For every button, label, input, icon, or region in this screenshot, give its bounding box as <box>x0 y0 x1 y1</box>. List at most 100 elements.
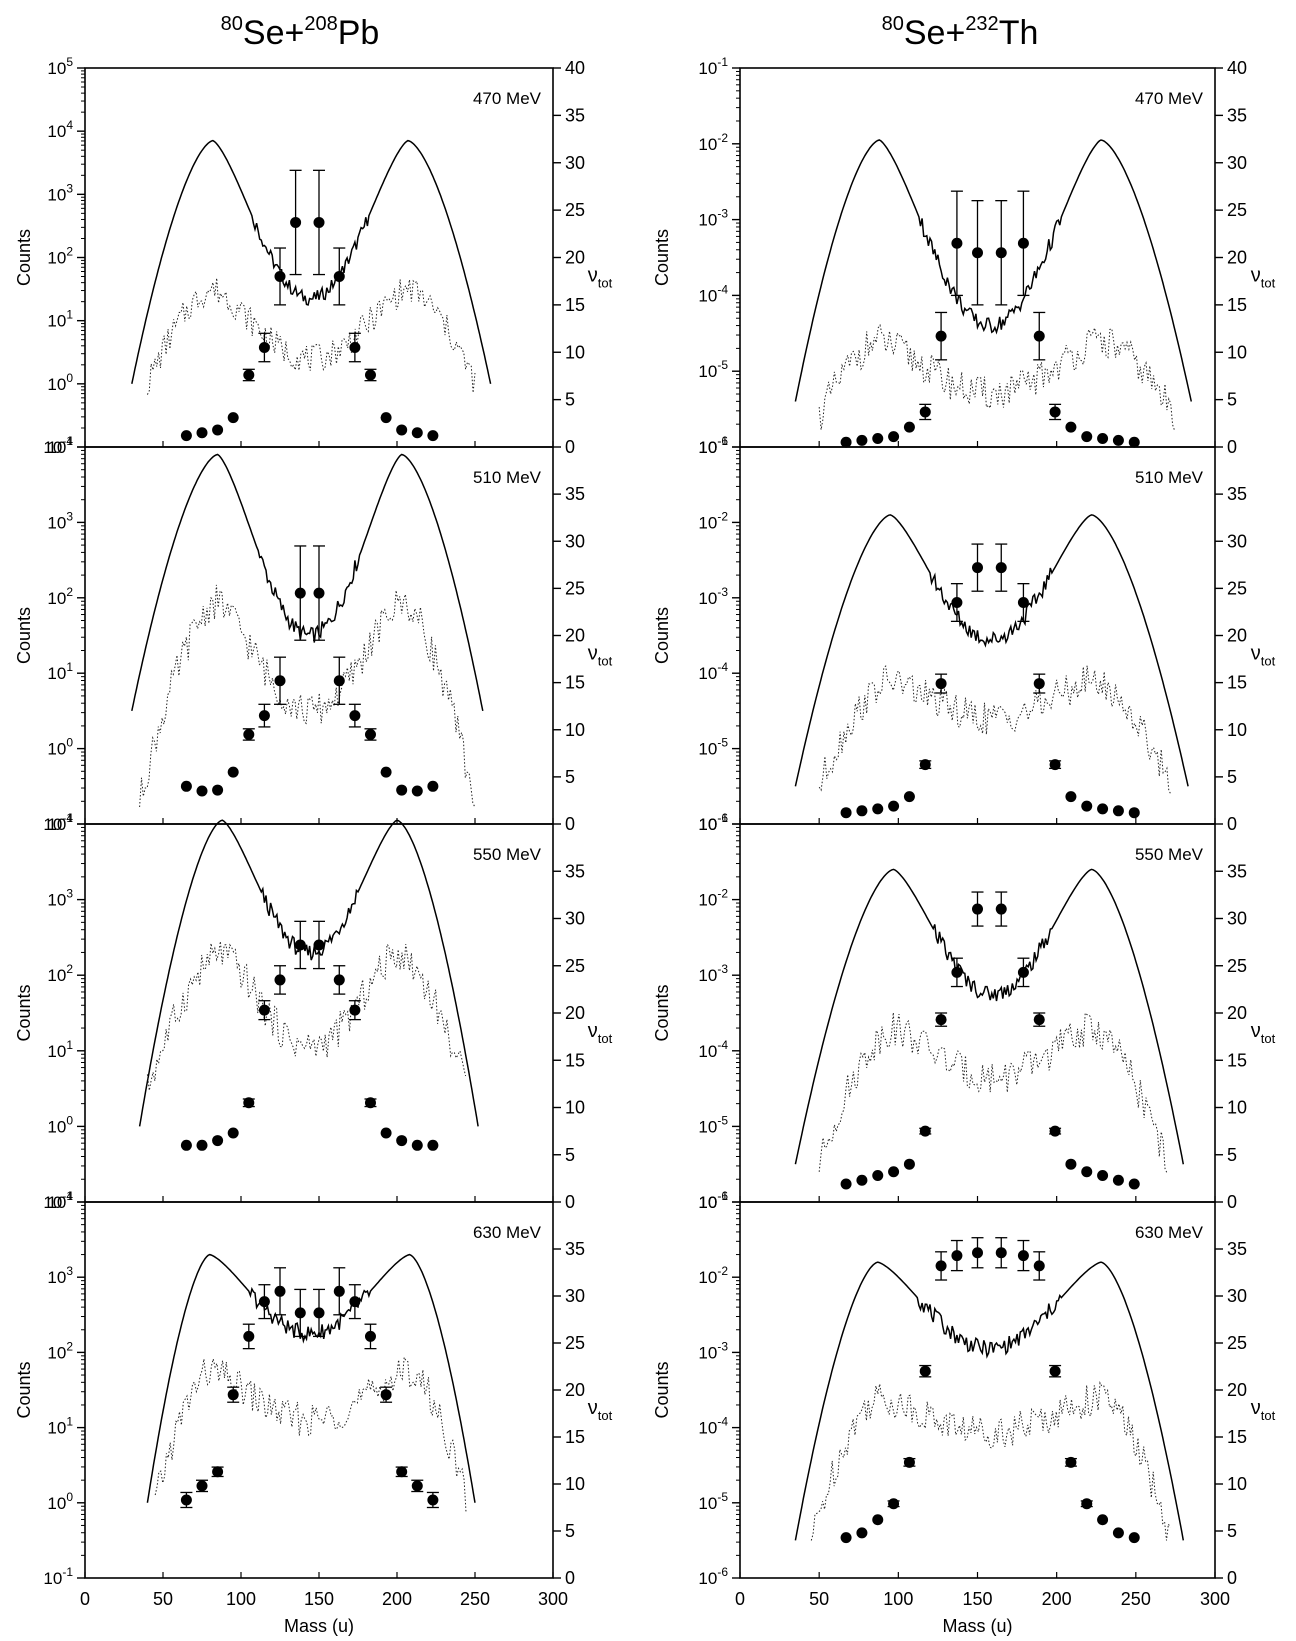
y-tick-label: 10-3 <box>698 207 728 230</box>
nu-data-point <box>840 1532 852 1544</box>
nu-data-point <box>411 427 423 439</box>
nu-data-point <box>294 587 306 599</box>
x-axis-label: Mass (u) <box>942 1616 1012 1636</box>
nu-data-point <box>227 1389 239 1401</box>
x-axis-label: Mass (u) <box>284 1616 354 1636</box>
nu-data-point <box>888 1166 900 1178</box>
nu-data-point <box>427 1494 439 1506</box>
nu-data-point <box>935 1014 947 1026</box>
nu-axis-label: νtot <box>1251 265 1276 291</box>
nu-tick-label: 10 <box>565 1474 585 1494</box>
y-tick-label: 10-1 <box>698 55 728 78</box>
nu-tick-label: 25 <box>565 200 585 220</box>
nu-data-point <box>888 800 900 812</box>
nu-data-point <box>411 1139 423 1151</box>
nu-data-point <box>856 1527 868 1539</box>
x-tick-label: 200 <box>1042 1589 1072 1609</box>
nu-data-point <box>364 1097 376 1109</box>
y-tick-label: 103 <box>47 887 73 910</box>
chart-panel: 10-6 10-5 10-4 10-3 10-2 10-1 0 5 10 15 20 25 30 35 Co… <box>652 434 1276 834</box>
nu-data-point <box>212 424 224 436</box>
x-tick-label: 300 <box>538 1589 568 1609</box>
total-mass-distribution-line <box>146 1253 476 1503</box>
nu-tick-label: 35 <box>565 105 585 125</box>
nu-tick-label: 35 <box>1227 484 1247 504</box>
nu-data-point <box>427 430 439 442</box>
nu-tick-label: 30 <box>1227 153 1247 173</box>
nu-tick-label: 10 <box>565 1098 585 1118</box>
nu-data-point <box>380 766 392 778</box>
nu-data-point <box>872 1170 884 1182</box>
nu-tick-label: 25 <box>1227 578 1247 598</box>
nu-data-point <box>1017 597 1029 609</box>
nu-data-point <box>227 412 239 424</box>
nu-data-point <box>1033 1014 1045 1026</box>
nu-tick-label: 5 <box>565 767 575 787</box>
y-tick-label: 10-1 <box>43 1189 73 1212</box>
nu-tick-label: 15 <box>1227 1427 1247 1447</box>
chart-panel: 10-1 100 101 102 103 104 105 0 5 10 15 20 25 30 35 40 Co… <box>14 55 613 457</box>
nu-data-point <box>396 1466 408 1478</box>
y-tick-label: 10-1 <box>698 811 728 834</box>
y-tick-label: 10-1 <box>43 811 73 834</box>
nu-data-point <box>294 939 306 951</box>
energy-label: 510 MeV <box>1135 468 1204 487</box>
y-tick-label: 10-2 <box>698 509 728 532</box>
total-mass-distribution-line <box>131 139 492 384</box>
nu-tick-label: 40 <box>565 58 585 78</box>
nu-data-point <box>333 1285 345 1297</box>
nu-data-point <box>840 807 852 819</box>
y-tick-label: 10-3 <box>698 962 728 985</box>
total-mass-distribution-line <box>794 868 1185 1165</box>
nu-data-point <box>364 728 376 740</box>
nu-data-point <box>333 675 345 687</box>
y-tick-label: 102 <box>47 962 73 985</box>
nu-tick-label: 15 <box>565 673 585 693</box>
nu-axis-label: νtot <box>588 643 613 669</box>
nu-data-point <box>1017 237 1029 249</box>
nu-data-point <box>1128 436 1140 448</box>
y-tick-label: 10-2 <box>698 131 728 154</box>
nu-tick-label: 40 <box>1227 58 1247 78</box>
nu-data-point <box>903 1456 915 1468</box>
nu-data-point <box>196 1139 208 1151</box>
nu-data-point <box>972 562 983 574</box>
nu-axis-label: νtot <box>588 1020 613 1046</box>
chart-panel: 10-6 10-5 10-4 10-3 10-2 10-1 0 5 10 15 20 25 30 35 40… <box>652 55 1276 457</box>
nu-data-point <box>290 216 302 228</box>
nu-data-point <box>1049 1365 1061 1377</box>
nu-data-point <box>888 1498 900 1510</box>
nu-tick-label: 20 <box>1227 626 1247 646</box>
y-tick-label: 10-2 <box>698 887 728 910</box>
nu-data-point <box>427 780 439 792</box>
nu-data-point <box>935 330 947 342</box>
nu-data-point <box>935 678 947 690</box>
nu-tick-label: 10 <box>565 342 585 362</box>
nu-tick-label: 30 <box>565 531 585 551</box>
nu-tick-label: 5 <box>1227 1521 1237 1541</box>
nu-data-point <box>274 1285 286 1297</box>
nu-data-point <box>243 1097 255 1109</box>
nu-data-point <box>227 766 239 778</box>
nu-tick-label: 15 <box>1227 1050 1247 1070</box>
nu-data-point <box>349 710 361 722</box>
nu-tick-label: 30 <box>1227 909 1247 929</box>
nu-tick-label: 20 <box>565 248 585 268</box>
energy-label: 550 MeV <box>1135 845 1204 864</box>
nu-data-point <box>411 785 423 797</box>
nu-data-point <box>243 369 255 381</box>
nu-axis-label: νtot <box>588 1397 613 1423</box>
y-tick-label: 100 <box>47 736 73 759</box>
nu-tick-label: 25 <box>1227 1333 1247 1353</box>
gated-mass-distribution-line <box>139 584 476 808</box>
nu-tick-label: 35 <box>565 1239 585 1259</box>
nu-data-point <box>1097 803 1109 815</box>
nu-tick-label: 5 <box>1227 390 1237 410</box>
nu-data-point <box>951 597 963 609</box>
nu-data-point <box>1097 432 1109 444</box>
nu-data-point <box>349 1004 361 1016</box>
nu-data-point <box>1112 434 1124 446</box>
nu-data-point <box>1033 1260 1045 1272</box>
nu-data-point <box>1049 406 1061 418</box>
y-tick-label: 10-2 <box>698 1264 728 1287</box>
